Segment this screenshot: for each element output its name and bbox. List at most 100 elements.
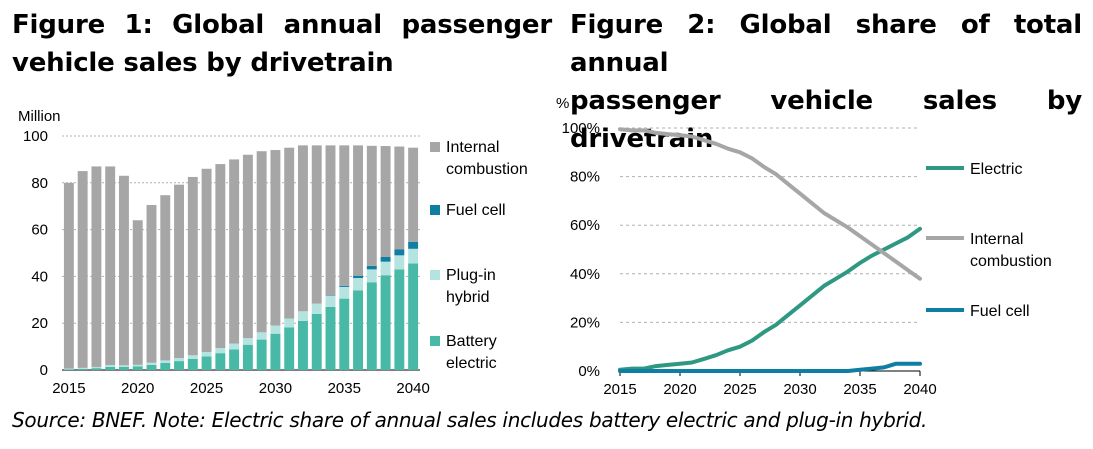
chart1-bar-internal-combustion xyxy=(270,150,281,326)
chart1-bar-battery-electric xyxy=(394,269,405,370)
chart1-bar-plug-in-hybrid xyxy=(174,358,184,362)
chart1-bar-plug-in-hybrid xyxy=(91,366,102,369)
chart2-line-internal-combustion xyxy=(618,127,922,281)
figure1-title: Figure 1: Global annual passenger vehicl… xyxy=(12,6,552,82)
chart1-x-tick-label: 2040 xyxy=(396,380,429,397)
chart1-bar-plug-in-hybrid xyxy=(132,364,143,367)
chart2-line-fuel-cell xyxy=(618,361,922,373)
chart1-bar-battery-electric xyxy=(229,349,240,370)
chart1-legend-swatch xyxy=(430,142,440,152)
chart1-bar-plug-in-hybrid xyxy=(105,365,116,367)
chart1-y-tick-label: 80 xyxy=(31,175,48,192)
chart1-bar-plug-in-hybrid xyxy=(311,303,322,314)
chart2-y-tick-label: 0% xyxy=(578,363,600,380)
chart1-bar-plug-in-hybrid xyxy=(63,368,74,370)
chart1-legend-label: Internal xyxy=(446,139,499,156)
chart1-bar-plug-in-hybrid xyxy=(408,248,419,264)
source-note: Source: BNEF. Note: Electric share of an… xyxy=(12,408,928,432)
chart1-y-tick-label: 60 xyxy=(31,222,48,239)
chart1-x-tick-label: 2035 xyxy=(328,380,361,397)
chart1-bar-internal-combustion xyxy=(339,145,350,286)
chart1-bar-internal-combustion xyxy=(311,145,322,304)
chart1-bar-battery-electric xyxy=(77,368,88,370)
chart1-bar-plug-in-hybrid xyxy=(298,311,308,321)
chart1-bar-plug-in-hybrid xyxy=(394,255,405,270)
chart2-y-axis-label: % xyxy=(556,95,569,112)
chart1-bar-battery-electric xyxy=(146,364,157,370)
chart2-y-tick-label: 20% xyxy=(570,314,600,331)
chart1-bar-internal-combustion xyxy=(146,205,157,363)
chart1-bar-battery-electric xyxy=(187,359,198,370)
chart1-bar-plug-in-hybrid xyxy=(366,269,377,283)
chart1-bar-internal-combustion xyxy=(242,154,253,339)
chart1-y-tick-label: 0 xyxy=(40,362,48,379)
chart1-bar-plug-in-hybrid xyxy=(380,261,391,276)
chart1-bar-internal-combustion xyxy=(353,145,363,276)
chart1-bar-internal-combustion xyxy=(366,145,377,266)
chart1-bar-internal-combustion xyxy=(91,166,102,367)
chart1-bar-fuel-cell xyxy=(380,256,391,262)
chart1-bar-internal-combustion xyxy=(105,166,116,366)
chart1-bar-internal-combustion xyxy=(174,184,184,359)
chart1-bar-battery-electric xyxy=(366,282,377,370)
chart1-bar-battery-electric xyxy=(408,263,419,370)
chart1-bar-internal-combustion xyxy=(380,146,391,257)
chart1-bar-battery-electric xyxy=(284,327,295,370)
chart1-y-tick-label: 20 xyxy=(31,315,48,332)
chart1-bar-battery-electric xyxy=(325,306,336,370)
chart2-x-tick-label: 2015 xyxy=(603,381,636,398)
chart1-legend-swatch xyxy=(430,270,440,280)
chart1-x-tick-label: 2025 xyxy=(190,380,223,397)
chart1-y-axis-label: Million xyxy=(18,108,61,125)
chart1-bar-internal-combustion xyxy=(63,182,74,369)
chart1-bar-battery-electric xyxy=(311,313,322,370)
chart1-bar-plug-in-hybrid xyxy=(325,295,336,307)
chart1-bar-internal-combustion xyxy=(201,168,212,352)
chart1-legend-swatch xyxy=(430,205,440,215)
chart1-bar-battery-electric xyxy=(353,290,363,370)
chart1-bar-internal-combustion xyxy=(229,159,240,344)
chart1-bar-plug-in-hybrid xyxy=(160,360,171,363)
chart1-bar-battery-electric xyxy=(256,339,267,370)
chart2-x-tick-label: 2040 xyxy=(903,381,936,398)
chart1-bar-internal-combustion xyxy=(119,175,129,366)
chart1-bar-internal-combustion xyxy=(77,171,88,368)
chart1-bar-plug-in-hybrid xyxy=(201,351,212,357)
chart2-y-tick-label: 100% xyxy=(562,120,600,137)
chart1-bar-plug-in-hybrid xyxy=(339,286,350,299)
chart1-bar-battery-electric xyxy=(132,366,143,370)
chart1-bar-fuel-cell xyxy=(339,285,350,287)
chart1-bar-internal-combustion xyxy=(160,195,171,361)
chart1-legend-swatch xyxy=(430,336,440,346)
figure1-title-line2: vehicle sales by drivetrain xyxy=(12,48,394,78)
chart1-legend-label: hybrid xyxy=(446,289,490,306)
chart1-bar-plug-in-hybrid xyxy=(284,318,295,328)
chart1-bar-plug-in-hybrid xyxy=(215,348,226,354)
chart2-line-electric xyxy=(618,226,922,372)
figure1-title-line1: Figure 1: Global annual passenger xyxy=(12,10,552,40)
chart2-x-tick-label: 2035 xyxy=(843,381,876,398)
chart1-bar-internal-combustion xyxy=(394,146,405,250)
chart1-bar-plug-in-hybrid xyxy=(256,332,267,340)
chart2-y-tick-label: 80% xyxy=(570,169,600,186)
chart1-legend-label: Fuel cell xyxy=(446,202,506,219)
chart1-bar-plug-in-hybrid xyxy=(229,343,240,350)
chart1-bar-fuel-cell xyxy=(394,249,405,256)
chart1-bar-internal-combustion xyxy=(408,147,419,242)
chart1-legend-label: Battery xyxy=(446,333,497,350)
chart2-legend-label: Fuel cell xyxy=(970,303,1030,320)
chart1-bar-plug-in-hybrid xyxy=(270,325,281,334)
chart1-bar-plug-in-hybrid xyxy=(242,338,253,345)
chart1-bar-battery-electric xyxy=(215,353,226,370)
chart1-bar-internal-combustion xyxy=(215,164,226,349)
chart1-bar-battery-electric xyxy=(242,344,253,370)
chart1-bar-fuel-cell xyxy=(408,241,419,249)
chart2-x-tick-label: 2030 xyxy=(783,381,816,398)
chart2-y-tick-label: 40% xyxy=(570,266,600,283)
chart1-bar-battery-electric xyxy=(105,366,116,370)
chart2-x-tick-label: 2025 xyxy=(723,381,756,398)
chart1-bar-internal-combustion xyxy=(325,145,336,296)
chart1-bar-battery-electric xyxy=(160,362,171,370)
